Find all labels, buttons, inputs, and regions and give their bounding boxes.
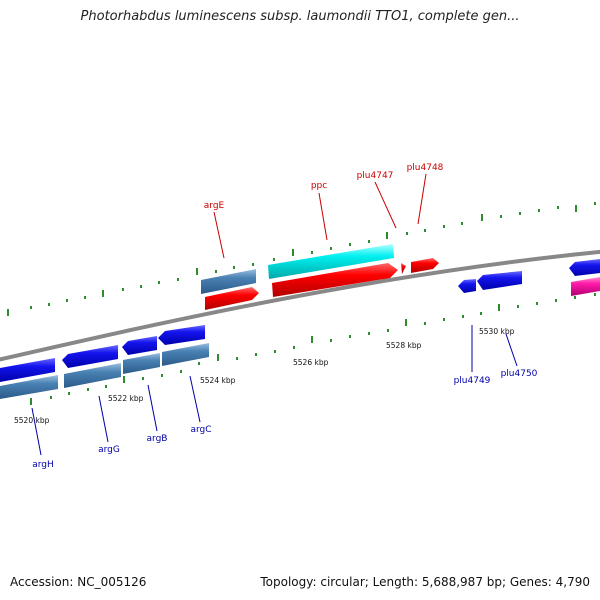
label-plu4748: plu4748 <box>407 163 444 173</box>
lower-tick-row <box>30 293 596 405</box>
label-argE: argE <box>204 201 225 211</box>
forward-strand-genes <box>201 244 600 310</box>
label-argG: argG <box>98 445 120 455</box>
label-plu4750: plu4750 <box>501 369 538 379</box>
kbp-label-5520: 5520 kbp <box>14 416 50 425</box>
label-argH: argH <box>32 460 54 470</box>
gene-plu4748[interactable] <box>411 258 439 273</box>
gene-pink[interactable] <box>571 277 600 296</box>
gene-argG[interactable] <box>62 345 118 368</box>
label-argB: argB <box>147 434 168 444</box>
gene-argB-steel[interactable] <box>123 353 160 374</box>
kbp-label-5528: 5528 kbp <box>386 341 422 350</box>
gene-blue-right[interactable] <box>569 259 600 276</box>
gene-ppc-cyan[interactable] <box>268 244 394 279</box>
gene-labels: argE ppc plu4747 plu4748 argH argG argB … <box>32 163 537 470</box>
kbp-label-5522: 5522 kbp <box>108 394 144 403</box>
gene-argH-steel[interactable] <box>0 375 58 399</box>
kbp-label-5530: 5530 kbp <box>479 327 515 336</box>
gene-argC[interactable] <box>158 325 205 345</box>
label-leader-lines <box>31 173 518 456</box>
gene-argC-steel[interactable] <box>162 343 209 366</box>
gene-argH[interactable] <box>0 358 55 382</box>
upper-tick-row <box>7 202 596 316</box>
label-ppc: ppc <box>311 181 327 191</box>
kbp-label-5524: 5524 kbp <box>200 376 236 385</box>
gene-argG-steel[interactable] <box>64 363 121 388</box>
genome-backbone <box>0 249 600 362</box>
gene-plu4749[interactable] <box>458 279 476 293</box>
gene-argE-steel[interactable] <box>201 269 256 294</box>
label-plu4747: plu4747 <box>357 171 394 181</box>
map-title: Photorhabdus luminescens subsp. laumondi… <box>80 9 520 24</box>
gene-argE[interactable] <box>205 287 259 310</box>
gene-plu4747[interactable] <box>401 263 406 274</box>
gene-ppc[interactable] <box>272 263 398 297</box>
gene-plu4750[interactable] <box>477 271 522 290</box>
reverse-strand-genes <box>0 259 600 399</box>
accession-text: Accession: NC_005126 <box>10 575 147 589</box>
kbp-label-5526: 5526 kbp <box>293 358 329 367</box>
genome-summary-text: Topology: circular; Length: 5,688,987 bp… <box>260 575 590 589</box>
label-argC: argC <box>190 425 211 435</box>
gene-argB[interactable] <box>122 336 157 355</box>
label-plu4749: plu4749 <box>454 376 491 386</box>
